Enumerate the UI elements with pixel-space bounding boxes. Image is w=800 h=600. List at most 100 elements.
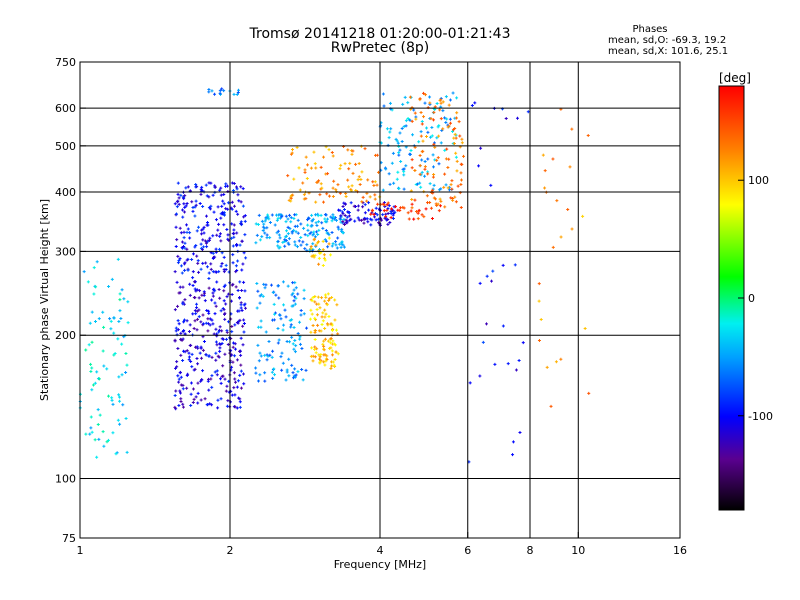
data-point (210, 385, 214, 389)
data-point (239, 369, 243, 373)
data-point (551, 157, 555, 161)
data-point (102, 364, 106, 368)
data-point (358, 183, 362, 187)
data-point (94, 285, 98, 289)
data-point (409, 209, 413, 213)
data-point (333, 298, 337, 302)
data-point (261, 294, 265, 298)
data-point (125, 363, 129, 367)
data-point (363, 203, 367, 207)
data-point (179, 264, 183, 268)
data-point (295, 224, 299, 228)
data-point (583, 326, 587, 330)
data-point (340, 210, 344, 214)
data-point (420, 213, 424, 217)
data-point (86, 280, 90, 284)
data-point (234, 264, 238, 268)
data-point (317, 256, 321, 260)
data-point (177, 322, 181, 326)
data-point (351, 171, 355, 175)
data-point (320, 315, 324, 319)
data-point (343, 162, 347, 166)
data-point (311, 242, 315, 246)
data-point (173, 202, 177, 206)
data-point (369, 223, 373, 227)
data-point (301, 240, 305, 244)
data-point (185, 202, 189, 206)
data-point (280, 351, 284, 355)
colorbar-tick-label: 0 (748, 292, 755, 305)
data-point (348, 161, 352, 165)
data-point (118, 399, 122, 403)
chart-subtitle: RwPretec (8p) (330, 40, 430, 56)
data-point (196, 261, 200, 265)
data-point (418, 181, 422, 185)
data-point (341, 220, 345, 224)
data-point (200, 356, 204, 360)
o-mode-stats: mean, sd,O: -69.3, 19.2 (608, 35, 727, 46)
data-point (452, 142, 456, 146)
data-point (236, 259, 240, 263)
data-point (566, 208, 570, 212)
data-point (347, 167, 351, 171)
data-point (292, 325, 296, 329)
data-point (428, 95, 432, 99)
data-point (485, 274, 489, 278)
data-point (197, 296, 201, 300)
data-point (314, 200, 318, 204)
data-point (240, 309, 244, 313)
data-point (323, 337, 327, 341)
data-point (408, 95, 412, 99)
data-point (435, 102, 439, 106)
data-point (425, 126, 429, 130)
data-point (429, 117, 433, 121)
data-point (326, 339, 330, 343)
data-point (404, 124, 408, 128)
data-point (285, 368, 289, 372)
data-point (526, 110, 530, 114)
data-point (240, 239, 244, 243)
data-point (293, 243, 297, 247)
data-point (264, 283, 268, 287)
data-point (200, 378, 204, 382)
data-point (191, 312, 195, 316)
data-point (176, 261, 180, 265)
data-point (194, 244, 198, 248)
data-point (382, 104, 386, 108)
data-point (226, 184, 230, 188)
data-point (276, 284, 280, 288)
data-point (222, 289, 226, 293)
data-point (286, 225, 290, 229)
data-point (334, 240, 338, 244)
data-point (362, 217, 366, 221)
data-point (283, 308, 287, 312)
data-point (242, 318, 246, 322)
data-point (118, 309, 122, 313)
data-point (356, 204, 360, 208)
data-point (90, 430, 94, 434)
data-point (408, 152, 412, 156)
data-point (118, 422, 122, 426)
data-point (319, 165, 323, 169)
data-point (114, 452, 118, 456)
data-point (312, 238, 316, 242)
data-point (296, 370, 300, 374)
data-point (178, 389, 182, 393)
data-point (97, 437, 101, 441)
data-point (313, 355, 317, 359)
data-point (254, 241, 258, 245)
data-point (343, 214, 347, 218)
data-point (219, 309, 223, 313)
data-point (302, 312, 306, 316)
data-point (286, 174, 290, 178)
data-point (410, 206, 414, 210)
data-point (243, 233, 247, 237)
data-point (357, 161, 361, 165)
data-point (198, 202, 202, 206)
data-point (537, 299, 541, 303)
data-point (459, 205, 463, 209)
data-point (371, 180, 375, 184)
data-point (222, 213, 226, 217)
y-tick-label: 500 (55, 140, 76, 153)
data-point (195, 357, 199, 361)
